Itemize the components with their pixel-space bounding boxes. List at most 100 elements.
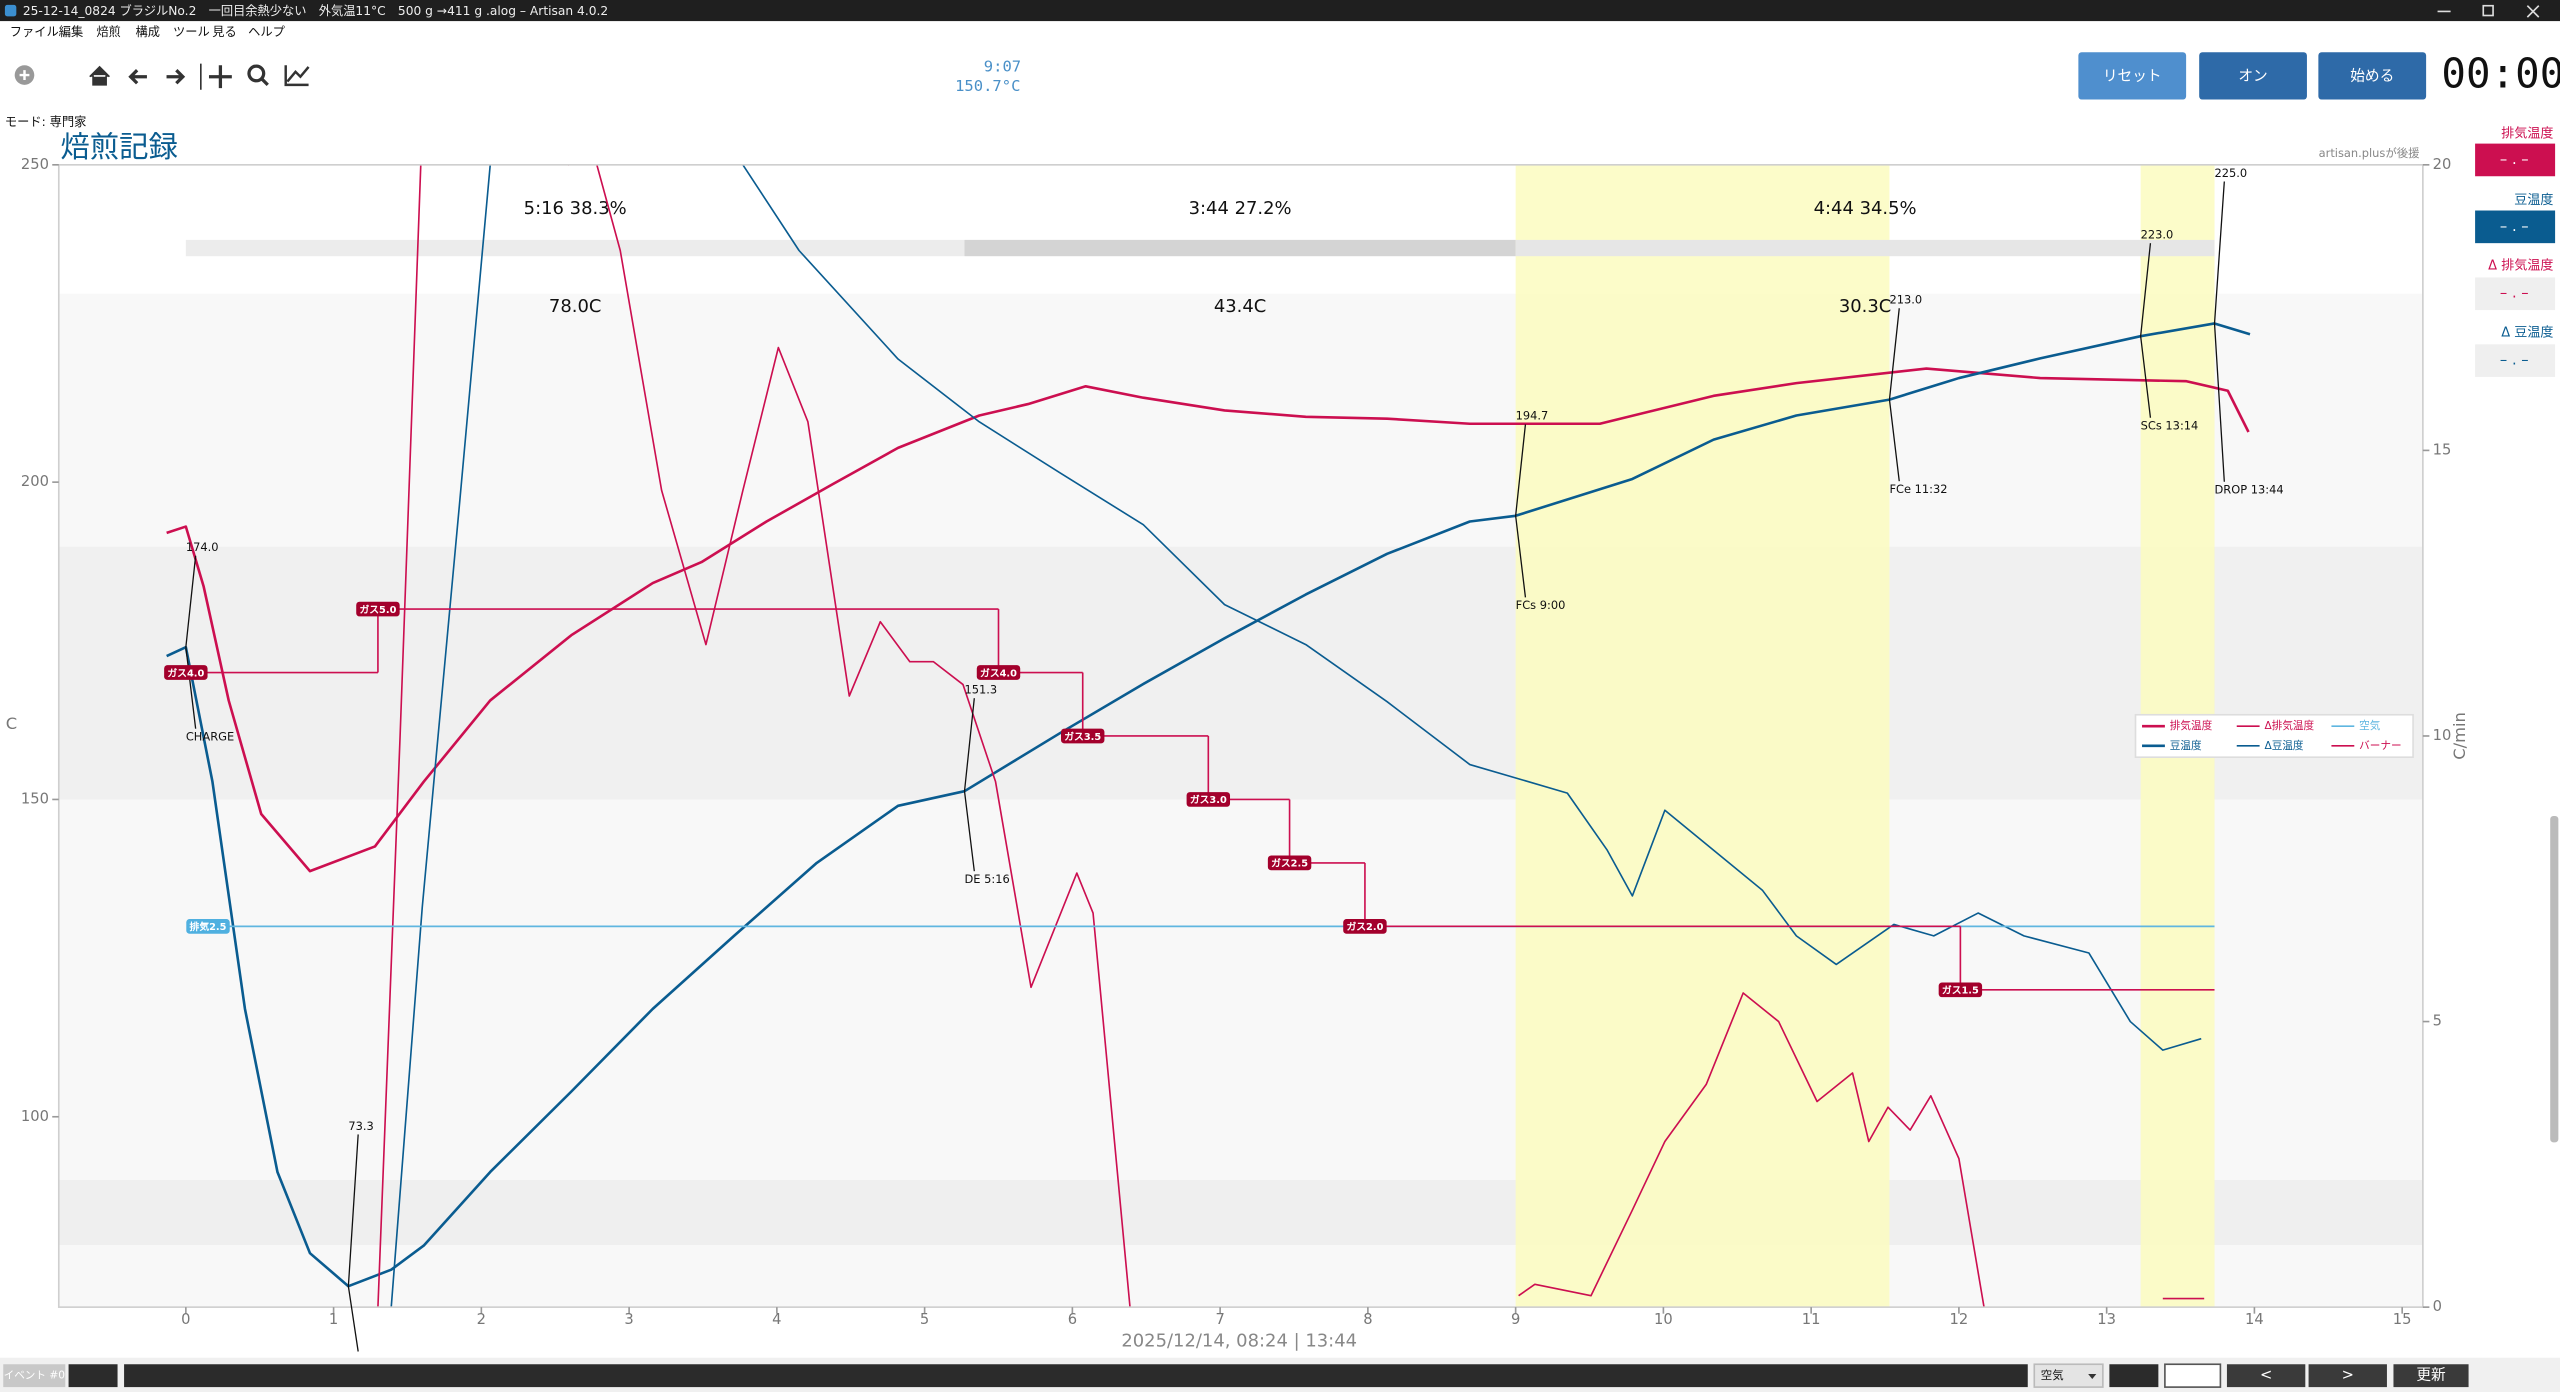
readout-label: 排気温度 [2501, 125, 2553, 141]
series-line [390, 164, 2202, 1308]
event-tag [356, 601, 400, 617]
annotation-event: FCs 9:00 [1516, 598, 1566, 612]
background-band [58, 546, 2423, 800]
y2-tick-label: 20 [2433, 156, 2452, 173]
lcd-time: 9:07 [984, 57, 1021, 75]
development-band [1515, 164, 1890, 1308]
annotation-event: SCs 13:14 [2141, 418, 2199, 432]
series-line [377, 164, 2205, 1308]
phase-delta: 43.4C [1214, 296, 1266, 317]
event-tag [1938, 982, 1983, 998]
event-tag-label: ガス3.5 [1064, 730, 1101, 743]
update-button[interactable] [2393, 1364, 2469, 1388]
x-tick-label: 9 [1511, 1311, 1520, 1328]
add-icon [19, 70, 30, 80]
prev-button[interactable] [2226, 1364, 2306, 1388]
x-tick-label: 6 [1068, 1311, 1077, 1328]
maximize-button[interactable] [2482, 4, 2494, 17]
back-button[interactable] [128, 69, 147, 85]
home-button[interactable] [89, 65, 110, 86]
series-line [166, 322, 2251, 1288]
menu-item[interactable]: ファイル [10, 25, 59, 39]
event-tag [1186, 792, 1231, 807]
event-tag [164, 665, 208, 680]
event-tag [186, 919, 230, 934]
annotation-value: 213.0 [1889, 293, 1922, 307]
event-type-combo[interactable] [2033, 1363, 2104, 1388]
sponsor: artisan.plusが後援 [2319, 146, 2421, 160]
chart-button[interactable] [284, 65, 310, 87]
background-band [58, 1179, 2423, 1246]
event-counter [3, 1364, 66, 1388]
menu-item[interactable]: 編集 [59, 24, 83, 39]
legend-label: 空気 [2359, 719, 2381, 732]
reset-label: リセット [2103, 68, 2162, 85]
event-field[interactable] [124, 1364, 2028, 1388]
x-tick-label: 15 [2393, 1311, 2412, 1328]
x-tick-label: 1 [329, 1311, 338, 1328]
menu-bar [0, 21, 2560, 45]
phase-delta: 78.0C [549, 296, 601, 317]
title-bar [0, 0, 2560, 22]
event-value-spinbox[interactable] [2164, 1363, 2222, 1388]
x-tick-label: 7 [1215, 1311, 1224, 1328]
menu-item[interactable]: ヘルプ [248, 25, 285, 39]
annotation-leader [963, 698, 975, 872]
menu-item[interactable]: 焙煎 [96, 24, 120, 39]
x-tick-label: 14 [2245, 1311, 2264, 1328]
x-tick-label: 0 [181, 1311, 190, 1328]
y2-tick-label: 0 [2433, 1298, 2442, 1315]
scrollbar[interactable] [2550, 815, 2559, 1143]
forward-button[interactable] [166, 69, 186, 85]
annotation-value: 223.0 [2141, 227, 2174, 241]
annotation-event: CHARGE [186, 729, 234, 743]
on-button[interactable] [2199, 52, 2307, 100]
readout-value: – . – [2500, 218, 2529, 235]
y2-axis-label: C/min [2450, 712, 2469, 760]
readout-value: – . – [2500, 285, 2529, 302]
pan-button[interactable] [208, 65, 232, 89]
x-tick-label: 12 [1950, 1311, 1969, 1328]
event-tag [976, 665, 1021, 680]
reset-button[interactable] [2078, 52, 2187, 100]
legend-label: バーナー [2359, 740, 2401, 752]
close-button[interactable] [2526, 5, 2540, 18]
menu-item[interactable]: 構成 [136, 25, 160, 39]
annotation-leader [185, 555, 197, 729]
x-tick-label: 4 [772, 1311, 781, 1328]
event-tag-label: 排気2.5 [190, 920, 227, 933]
menu-item[interactable]: 見る [212, 25, 236, 39]
event-tag [1267, 855, 1312, 871]
start-button[interactable] [2318, 52, 2427, 100]
next-label: > [2342, 1367, 2354, 1384]
y-axis-label: C [6, 714, 17, 733]
annotation-value: 151.3 [965, 683, 998, 697]
legend-label: 豆温度 [2170, 739, 2202, 752]
overlay-layer: 0 1 2 3 4 5 6 7 8 9 10 11 12 13 14 15100150200250051015… [21, 156, 2451, 1352]
lcd-temp: 150.7°C [955, 77, 1020, 95]
series-line [166, 367, 2250, 873]
event-tag [1343, 919, 1387, 934]
combo-arrow [2088, 1374, 2097, 1379]
annotation-leader [1888, 308, 1900, 482]
zoom-handle [260, 77, 269, 87]
readout-box [2475, 277, 2556, 311]
next-button[interactable] [2308, 1364, 2387, 1388]
menu-item[interactable]: ツール [173, 25, 210, 39]
legend-label: Δ豆温度 [2264, 739, 2303, 752]
zoom-button[interactable] [247, 64, 266, 83]
y2-tick-label: 15 [2433, 441, 2452, 458]
readout-box [2475, 210, 2556, 244]
app-icon [4, 4, 17, 17]
event-counter-label: イベント #0 [4, 1370, 66, 1382]
x-tick-label: 3 [624, 1311, 633, 1328]
event-field[interactable] [68, 1364, 118, 1388]
event-field[interactable] [2109, 1364, 2159, 1388]
x-tick-label: 13 [2097, 1311, 2116, 1328]
x-tick-label: 11 [1802, 1311, 1821, 1328]
event-tag-label: ガス1.5 [1942, 984, 1979, 997]
background-band [58, 1245, 2423, 1308]
